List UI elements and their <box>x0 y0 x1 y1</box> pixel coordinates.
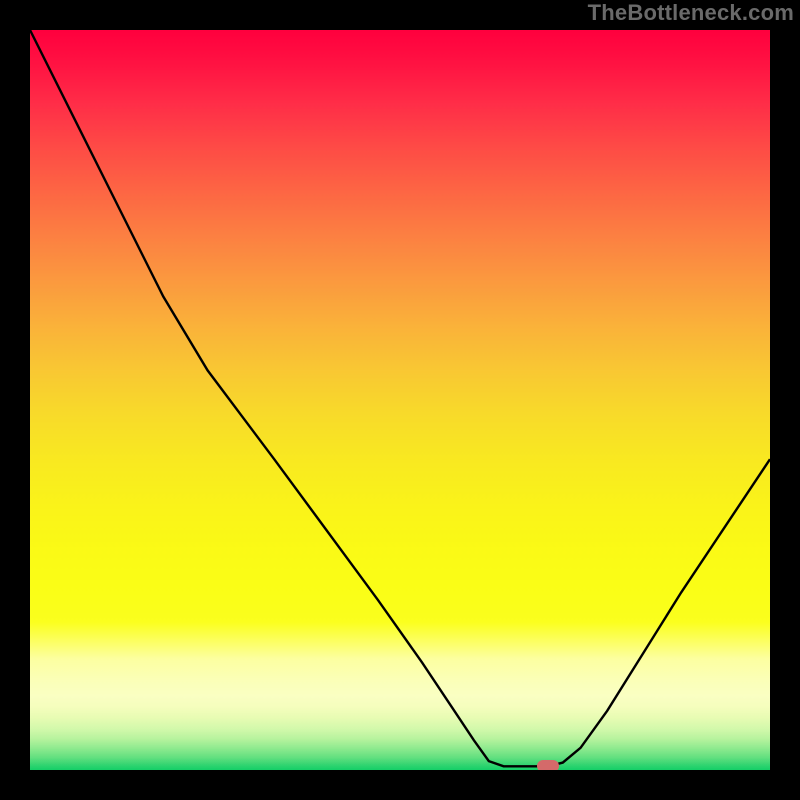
sweet-spot-marker <box>537 760 559 770</box>
chart-frame: TheBottleneck.com <box>0 0 800 800</box>
bottleneck-curve <box>30 30 770 770</box>
curve-line <box>30 30 770 766</box>
watermark-text: TheBottleneck.com <box>588 0 794 26</box>
plot-area <box>30 30 770 770</box>
